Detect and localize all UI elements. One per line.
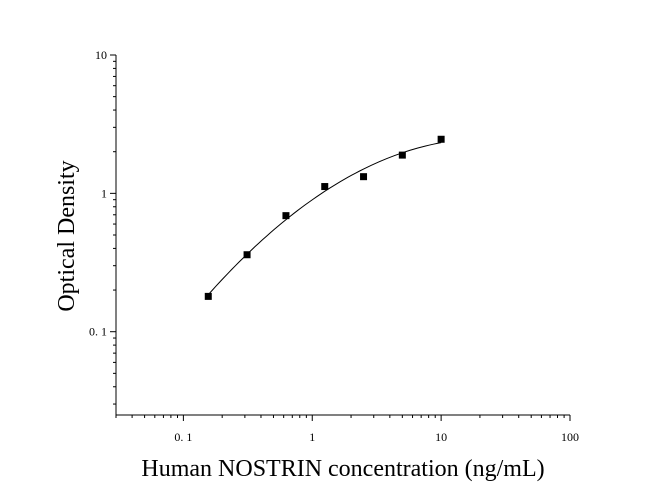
y-axis-ticks: 0. 1 1 10 [89, 48, 116, 405]
y-tick-label: 0. 1 [89, 325, 107, 339]
data-point [437, 135, 445, 143]
x-tick-label: 10 [435, 430, 447, 444]
fit-curve [207, 142, 442, 296]
fit-curve-layer [207, 142, 442, 296]
y-axis-title: Optical Density [54, 160, 80, 311]
data-point [321, 183, 329, 191]
x-tick-label: 100 [561, 430, 579, 444]
axes [115, 55, 570, 416]
data-point [204, 292, 212, 300]
y-tick-label: 1 [101, 186, 107, 200]
x-tick-label: 0. 1 [174, 430, 192, 444]
x-axis-ticks: 0. 1 1 10 100 [115, 415, 579, 444]
data-points [204, 135, 445, 300]
x-tick-label: 1 [309, 430, 315, 444]
data-point [360, 173, 368, 181]
x-axis-title: Human NOSTRIN concentration (ng/mL) [141, 456, 544, 482]
y-tick-label: 10 [95, 48, 107, 62]
data-point [282, 212, 290, 220]
data-point [243, 251, 251, 259]
data-point [398, 151, 406, 159]
